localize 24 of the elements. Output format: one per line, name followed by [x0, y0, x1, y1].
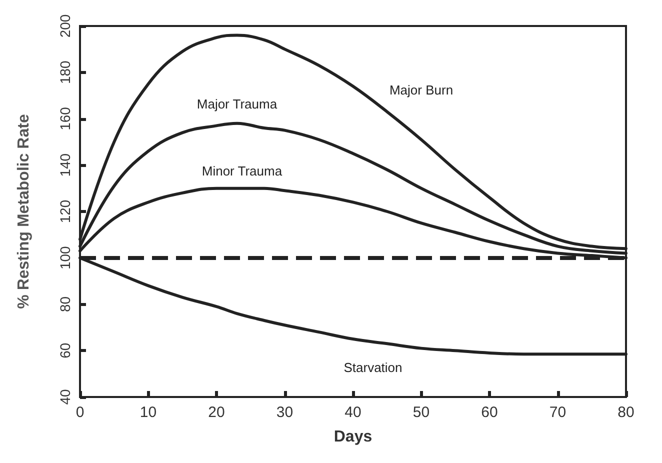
y-tick-label: 200: [57, 14, 73, 38]
y-tick-label: 80: [57, 296, 73, 312]
x-tick-label: 0: [76, 404, 84, 421]
x-tick-label: 10: [140, 404, 157, 421]
x-tick-label: 50: [412, 404, 430, 421]
x-tick-label: 70: [549, 404, 566, 421]
x-axis-title: Days: [334, 428, 372, 446]
x-tick-label: 40: [344, 404, 362, 421]
x-tick-label: 20: [208, 404, 225, 421]
series-label: Major Burn: [389, 82, 454, 98]
series-label: Major Trauma: [196, 96, 278, 112]
y-axis-title: % Resting Metabolic Rate: [16, 114, 32, 309]
y-tick-label: 100: [57, 246, 73, 270]
y-tick-label: 140: [57, 153, 73, 177]
y-tick-label: 40: [57, 389, 73, 405]
y-tick-label: 180: [57, 60, 73, 84]
x-tick-label: 30: [276, 404, 294, 421]
y-tick-label: 160: [57, 106, 73, 130]
y-tick-label: 60: [57, 342, 73, 358]
series-label: Starvation: [344, 360, 402, 376]
x-tick-label: 60: [481, 404, 498, 421]
series-label: Minor Trauma: [202, 163, 283, 178]
y-tick-label: 120: [57, 200, 73, 224]
x-tick-label: 80: [618, 404, 634, 421]
